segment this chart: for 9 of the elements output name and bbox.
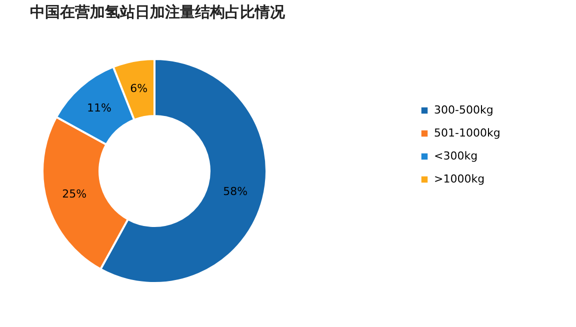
data-label: 11% — [87, 101, 112, 114]
legend-label: >1000kg — [434, 172, 485, 186]
data-label: 58% — [223, 184, 248, 198]
data-label: 6% — [130, 82, 148, 95]
data-label: 25% — [62, 187, 87, 200]
legend-label: <300kg — [434, 150, 478, 162]
chart-title: 中国在营加氢站日加注量结构占比情况 — [30, 3, 286, 21]
legend-label: 300-500kg — [434, 104, 494, 116]
legend-label: 501-1000kg — [434, 126, 500, 140]
